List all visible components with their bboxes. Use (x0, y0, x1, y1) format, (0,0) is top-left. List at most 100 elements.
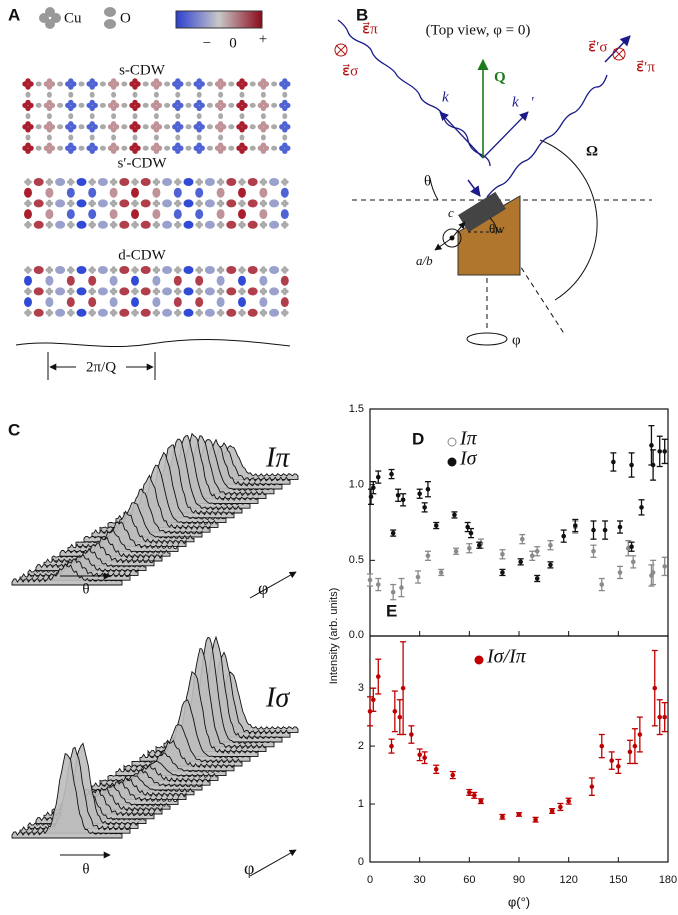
cu-site (172, 145, 178, 151)
point (630, 559, 636, 565)
period-label: 2π/Q (86, 359, 116, 375)
point (500, 551, 505, 557)
o-site (55, 308, 66, 317)
o-site (164, 81, 171, 87)
o-site (111, 134, 117, 141)
point (390, 589, 396, 595)
cu-site (263, 201, 268, 206)
point (467, 545, 472, 551)
cu-site (49, 81, 56, 87)
cu-site (214, 124, 221, 130)
o-site (152, 187, 161, 198)
cu-site (92, 311, 96, 315)
trace (75, 510, 187, 548)
o-site (24, 275, 32, 286)
cu-site (199, 201, 203, 206)
cu-site (28, 145, 34, 151)
cu-site (242, 223, 246, 227)
cu-site (220, 81, 227, 87)
o-site (153, 134, 159, 141)
o-site (99, 81, 106, 87)
cu-site (220, 145, 227, 151)
cu-site (49, 201, 54, 206)
cu-site (129, 124, 135, 130)
cu-site (71, 311, 75, 315)
cu-site (220, 124, 227, 130)
point (632, 743, 638, 749)
cu-site (285, 102, 291, 109)
cu-site (88, 180, 92, 184)
cu-site (45, 311, 50, 315)
cu-site (88, 289, 92, 294)
o-site (164, 102, 171, 108)
cu-site (178, 180, 182, 184)
y-tick-label: 0.5 (349, 554, 364, 566)
trace (51, 536, 163, 562)
o-site (226, 199, 237, 208)
o-site (132, 91, 138, 98)
o-site (46, 113, 52, 120)
point (433, 523, 439, 528)
point (516, 812, 522, 817)
cu-site (43, 102, 50, 109)
o-site (109, 209, 118, 220)
o-site (66, 297, 75, 308)
o-site (282, 91, 288, 98)
colorbar-label: + (259, 31, 267, 47)
o-site (35, 102, 42, 108)
o-site (57, 102, 64, 108)
o-site (33, 178, 44, 186)
o-site (35, 145, 42, 151)
pol-symbol (334, 43, 348, 57)
o-site (46, 134, 52, 141)
cu-site (259, 223, 264, 227)
o-site (119, 178, 130, 186)
legend-cu: Cu (64, 10, 82, 26)
x-axis-label: φ(°) (508, 894, 530, 909)
o-site (195, 275, 204, 286)
cu-site (43, 124, 50, 130)
trace (19, 558, 131, 581)
o-site (111, 113, 117, 120)
c-label: c (448, 205, 454, 220)
point (367, 577, 373, 583)
waterfall (11, 635, 299, 839)
cu-site (71, 124, 77, 130)
cu-site (216, 311, 221, 315)
o-site (238, 297, 246, 308)
o-site (280, 187, 289, 198)
legend-marker (447, 437, 457, 447)
o-site (247, 287, 258, 296)
o-site (109, 275, 118, 286)
point (368, 494, 374, 500)
cu-site (281, 268, 285, 272)
cu-site (71, 289, 75, 294)
o-site (280, 209, 289, 220)
point (500, 570, 505, 575)
o-site (97, 220, 108, 229)
o-site (204, 266, 215, 274)
cu-site (49, 311, 54, 315)
cu-site (107, 124, 114, 130)
point (417, 491, 422, 497)
cu-site (49, 145, 56, 151)
cu-site (49, 268, 54, 272)
point (476, 542, 482, 548)
o-site (45, 275, 54, 286)
point (650, 462, 656, 468)
point (450, 772, 456, 778)
cu-site (220, 268, 225, 272)
cu-site (86, 145, 92, 151)
cu-site (22, 124, 28, 130)
cu-site (92, 180, 96, 184)
cu-site (242, 201, 246, 206)
o-site (89, 91, 95, 98)
o-site (142, 124, 149, 130)
panel-label: C (8, 420, 20, 439)
cu-site (113, 201, 118, 206)
point (591, 548, 596, 554)
cu-site (28, 201, 32, 206)
o-site (239, 134, 245, 141)
cu-site (285, 180, 289, 184)
cu-site (263, 289, 268, 294)
